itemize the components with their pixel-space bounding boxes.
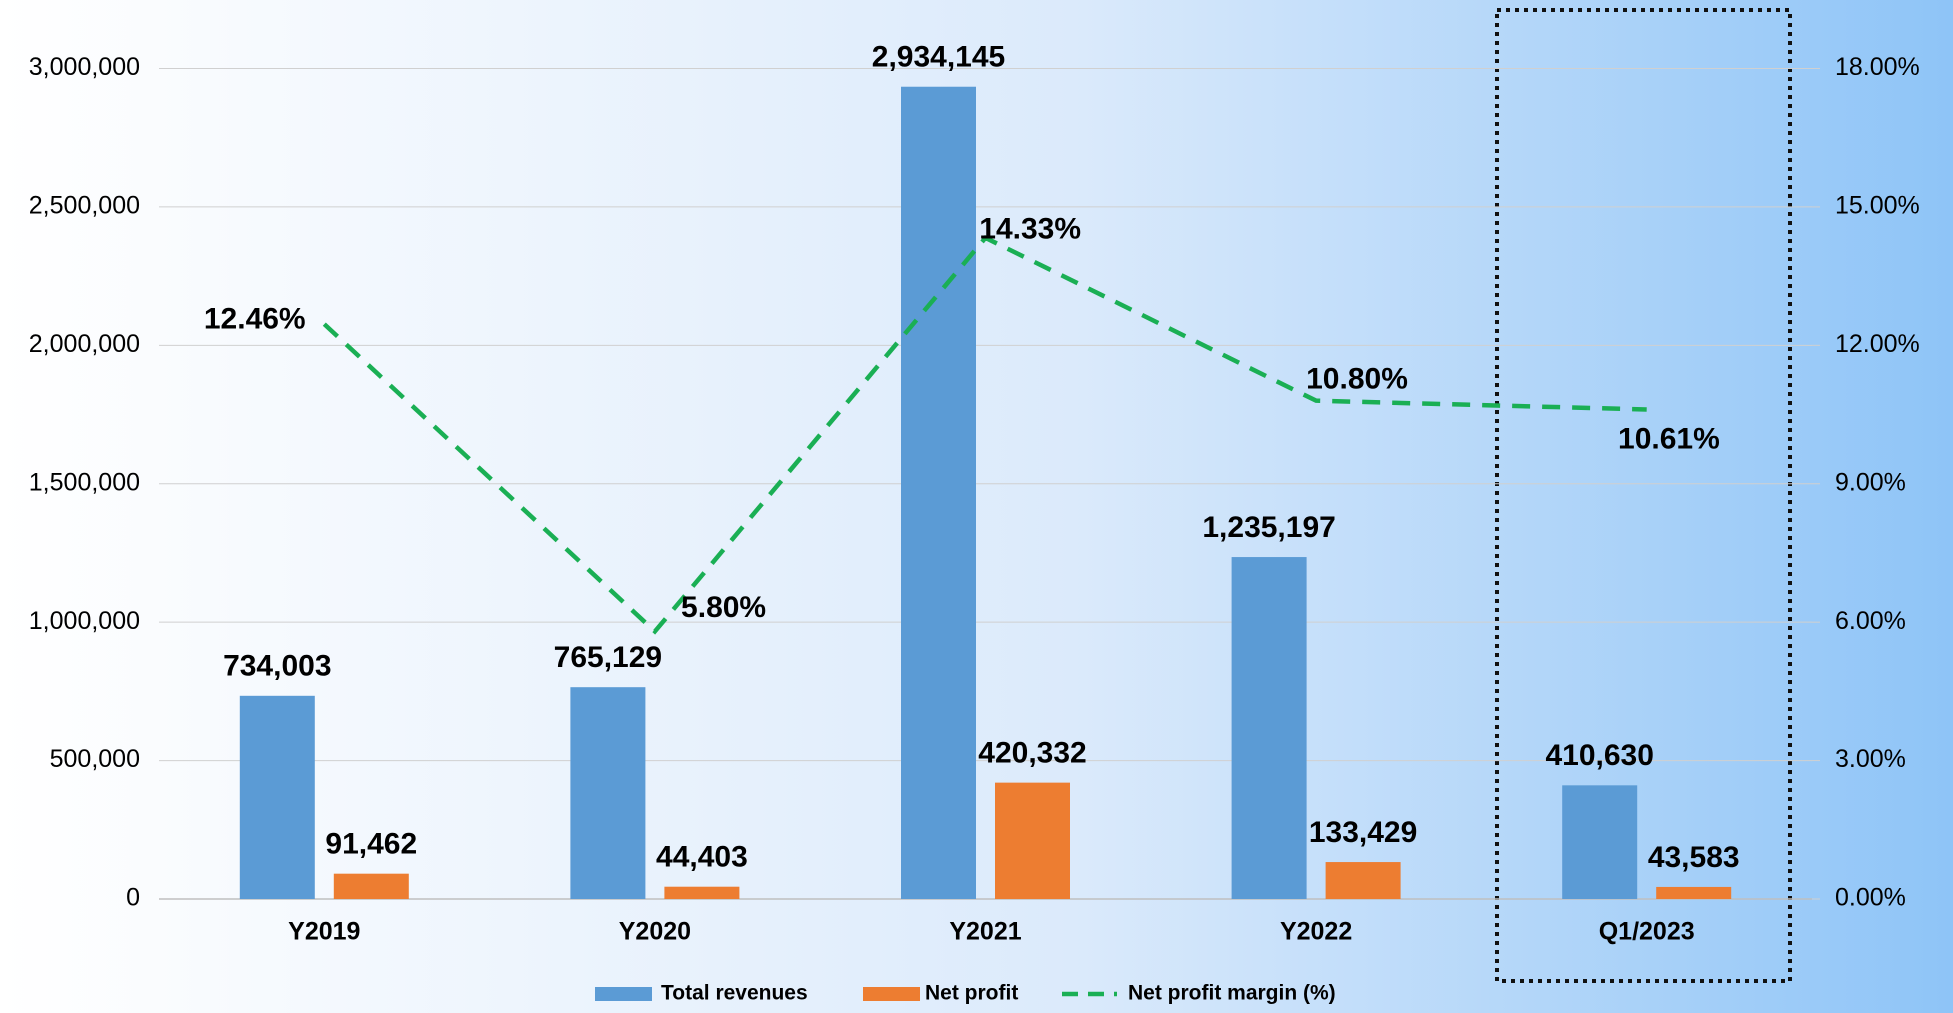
bar: [1325, 862, 1401, 899]
data-label: 410,630: [1545, 739, 1653, 772]
y2-tick-label: 18.00%: [1835, 53, 1920, 81]
y-tick-label: 3,000,000: [29, 53, 140, 81]
data-label: 91,462: [325, 828, 417, 861]
x-tick-label: Y2020: [619, 918, 691, 946]
line-label: 5.80%: [681, 591, 766, 624]
bar: [239, 695, 315, 899]
y-tick-label: 2,500,000: [29, 192, 140, 220]
bar: [1656, 886, 1732, 899]
legend-label: Net profit: [925, 982, 1018, 1005]
data-label: 44,403: [656, 841, 748, 874]
line-label: 10.80%: [1306, 363, 1408, 396]
x-tick-label: Y2019: [288, 918, 360, 946]
x-tick-label: Y2022: [1280, 918, 1352, 946]
y2-tick-label: 15.00%: [1835, 192, 1920, 220]
y-tick-label: 500,000: [50, 745, 140, 773]
data-label: 2,934,145: [872, 41, 1005, 74]
y-tick-label: 0: [126, 884, 140, 912]
y-tick-label: 2,000,000: [29, 330, 140, 358]
x-tick-label: Y2021: [949, 918, 1021, 946]
bar: [1231, 557, 1307, 899]
bar: [333, 873, 409, 899]
bar: [1562, 785, 1638, 899]
data-label: 420,332: [978, 737, 1086, 770]
y2-tick-label: 12.00%: [1835, 330, 1920, 358]
line-label: 10.61%: [1618, 423, 1720, 456]
y2-tick-label: 3.00%: [1835, 745, 1906, 773]
bar: [995, 782, 1070, 899]
legend-swatch: [863, 987, 920, 1001]
y2-tick-label: 0.00%: [1835, 884, 1906, 912]
y-tick-label: 1,500,000: [29, 468, 140, 496]
bar: [570, 687, 646, 899]
data-label: 43,583: [1648, 841, 1740, 874]
y2-tick-label: 9.00%: [1835, 468, 1906, 496]
bar: [901, 86, 976, 900]
x-tick-label: Q1/2023: [1599, 918, 1695, 946]
legend-label: Net profit margin (%): [1128, 982, 1336, 1005]
legend-label: Total revenues: [661, 982, 808, 1005]
legend-swatch: [595, 987, 652, 1001]
y2-tick-label: 6.00%: [1835, 607, 1906, 635]
data-label: 133,429: [1309, 816, 1417, 849]
data-label: 1,235,197: [1202, 511, 1335, 544]
data-label: 734,003: [223, 650, 331, 683]
data-label: 765,129: [554, 641, 662, 674]
y-tick-label: 1,000,000: [29, 607, 140, 635]
line-label: 14.33%: [979, 212, 1081, 245]
line-label: 12.46%: [204, 302, 306, 335]
highlight-box: [1495, 8, 1792, 983]
line: [322, 235, 1647, 635]
bar: [664, 886, 740, 899]
